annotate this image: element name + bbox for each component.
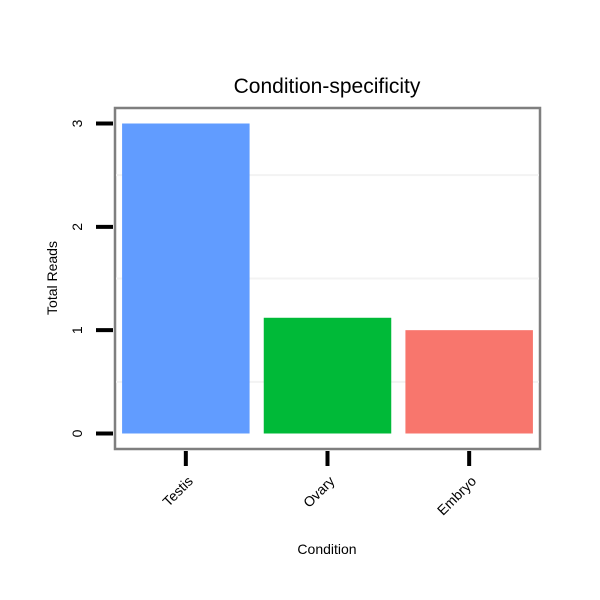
bar-embryo [405, 330, 533, 434]
y-tick-label: 0 [69, 429, 85, 437]
bar-testis [122, 123, 250, 434]
x-axis-label: Condition [297, 541, 356, 557]
x-tick-label: Ovary [300, 473, 338, 511]
y-tick-label: 2 [69, 223, 85, 231]
chart-title: Condition-specificity [234, 75, 421, 98]
x-tick-label: Testis [159, 473, 196, 510]
bar-ovary [263, 317, 392, 434]
x-tick-label: Embryo [434, 473, 480, 519]
y-tick-label: 3 [69, 119, 85, 127]
y-tick-label: 1 [69, 326, 85, 334]
y-axis-label: Total Reads [44, 241, 60, 315]
